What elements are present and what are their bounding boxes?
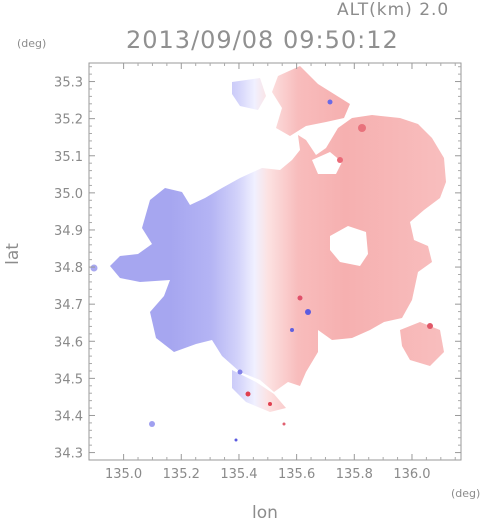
speckle-red xyxy=(427,323,433,329)
speckle-blue xyxy=(290,328,294,332)
y-tick-label: 34.9 xyxy=(54,224,83,239)
y-tick-label: 35.2 xyxy=(54,113,83,128)
echo-region-north xyxy=(232,78,266,110)
y-tick-label: 34.6 xyxy=(54,335,83,350)
y-tick-label: 35.1 xyxy=(54,150,83,165)
x-tick-label: 135.8 xyxy=(336,467,373,482)
speckle-red xyxy=(358,124,366,132)
x-tick-label: 135.0 xyxy=(105,467,142,482)
speckle-blue xyxy=(234,438,238,442)
y-tick-label: 34.5 xyxy=(54,372,83,387)
speckle-red xyxy=(337,157,343,163)
speckle-red xyxy=(268,402,272,406)
y-tick-label: 34.8 xyxy=(54,261,83,276)
altitude-label: ALT(km) 2.0 xyxy=(337,0,450,20)
echo-field xyxy=(90,66,446,442)
speckle-blue xyxy=(305,309,311,315)
plot-frame xyxy=(88,62,462,461)
echo-hole-north xyxy=(312,152,342,174)
x-axis-ticks: 135.0 135.2 135.4 135.6 135.8 136.0 xyxy=(105,63,456,482)
speckle-red xyxy=(245,391,251,397)
x-tick-label: 135.6 xyxy=(278,467,315,482)
x-tick-label: 135.4 xyxy=(220,467,257,482)
speckle-blue xyxy=(327,99,333,105)
y-tick-label: 34.7 xyxy=(54,298,83,313)
x-tick-label: 136.0 xyxy=(393,467,430,482)
speckle-red xyxy=(282,422,286,426)
echo-region-north-east xyxy=(272,66,350,136)
y-tick-label: 34.4 xyxy=(54,409,83,424)
y-axis-unit: (deg) xyxy=(17,37,47,50)
y-axis-ticks: 34.3 34.4 34.5 34.6 34.7 34.8 34.9 35.0 35.1 35.2… xyxy=(54,66,461,462)
timestamp-title: 2013/09/08 09:50:12 xyxy=(126,26,399,54)
echo-region-southeast xyxy=(400,322,444,366)
speckle-red xyxy=(297,295,303,301)
x-tick-label: 135.2 xyxy=(163,467,200,482)
speckle-blue xyxy=(149,421,155,427)
echo-region-main xyxy=(110,115,446,392)
echo-hole-east xyxy=(330,226,368,266)
speckle-blue xyxy=(237,369,243,375)
echo-region-south xyxy=(232,370,286,412)
x-axis-unit: (deg) xyxy=(451,487,481,500)
speckles xyxy=(90,99,433,442)
x-axis-label: lon xyxy=(252,503,278,521)
y-tick-label: 35.0 xyxy=(54,187,83,202)
y-tick-label: 34.3 xyxy=(54,447,83,462)
speckle-blue xyxy=(90,264,98,272)
y-tick-label: 35.3 xyxy=(54,76,83,91)
